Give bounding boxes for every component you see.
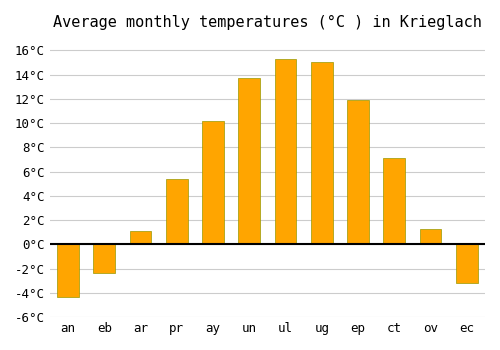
Bar [420,229,442,244]
Bar [130,231,152,244]
Bar [456,244,477,283]
Bar [347,100,369,244]
Bar [94,244,115,273]
Bar [238,78,260,244]
Bar [274,59,296,244]
Bar [384,158,405,244]
Bar [311,62,332,244]
Title: Average monthly temperatures (°C ) in Krieglach: Average monthly temperatures (°C ) in Kr… [53,15,482,30]
Bar [166,179,188,244]
Bar [202,121,224,244]
Bar [57,244,79,296]
